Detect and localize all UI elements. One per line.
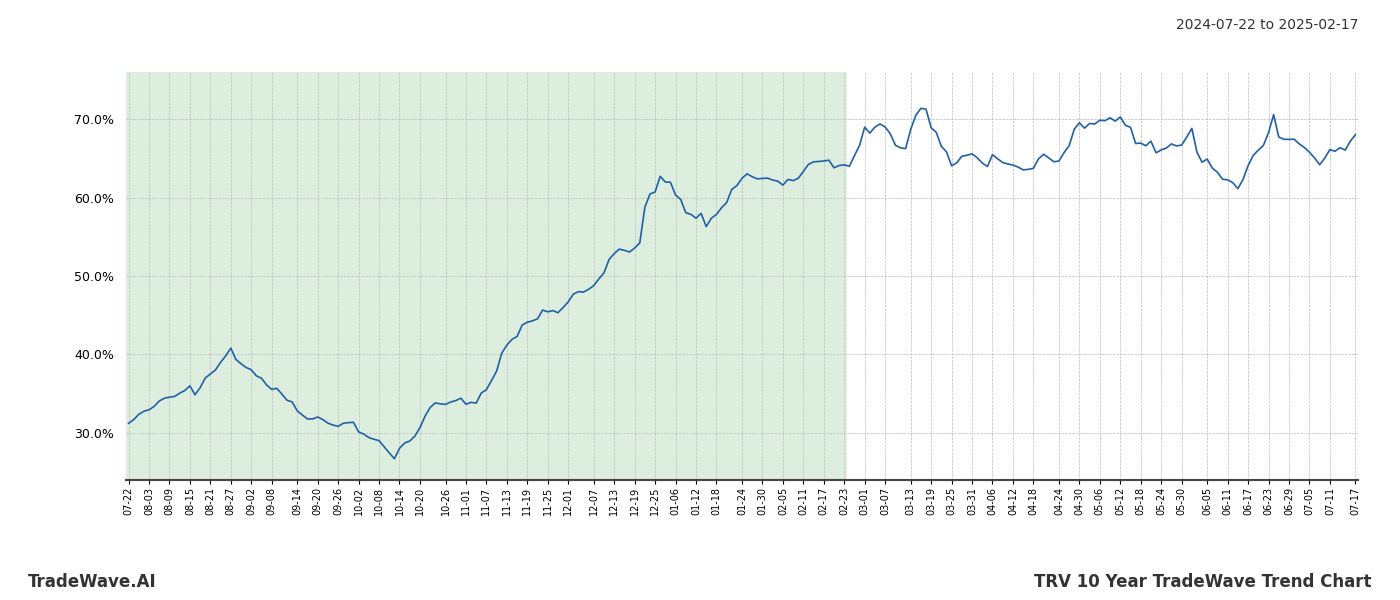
Text: 2024-07-22 to 2025-02-17: 2024-07-22 to 2025-02-17 [1176,18,1358,32]
Text: TRV 10 Year TradeWave Trend Chart: TRV 10 Year TradeWave Trend Chart [1035,573,1372,591]
Text: TradeWave.AI: TradeWave.AI [28,573,157,591]
Bar [126,72,847,480]
